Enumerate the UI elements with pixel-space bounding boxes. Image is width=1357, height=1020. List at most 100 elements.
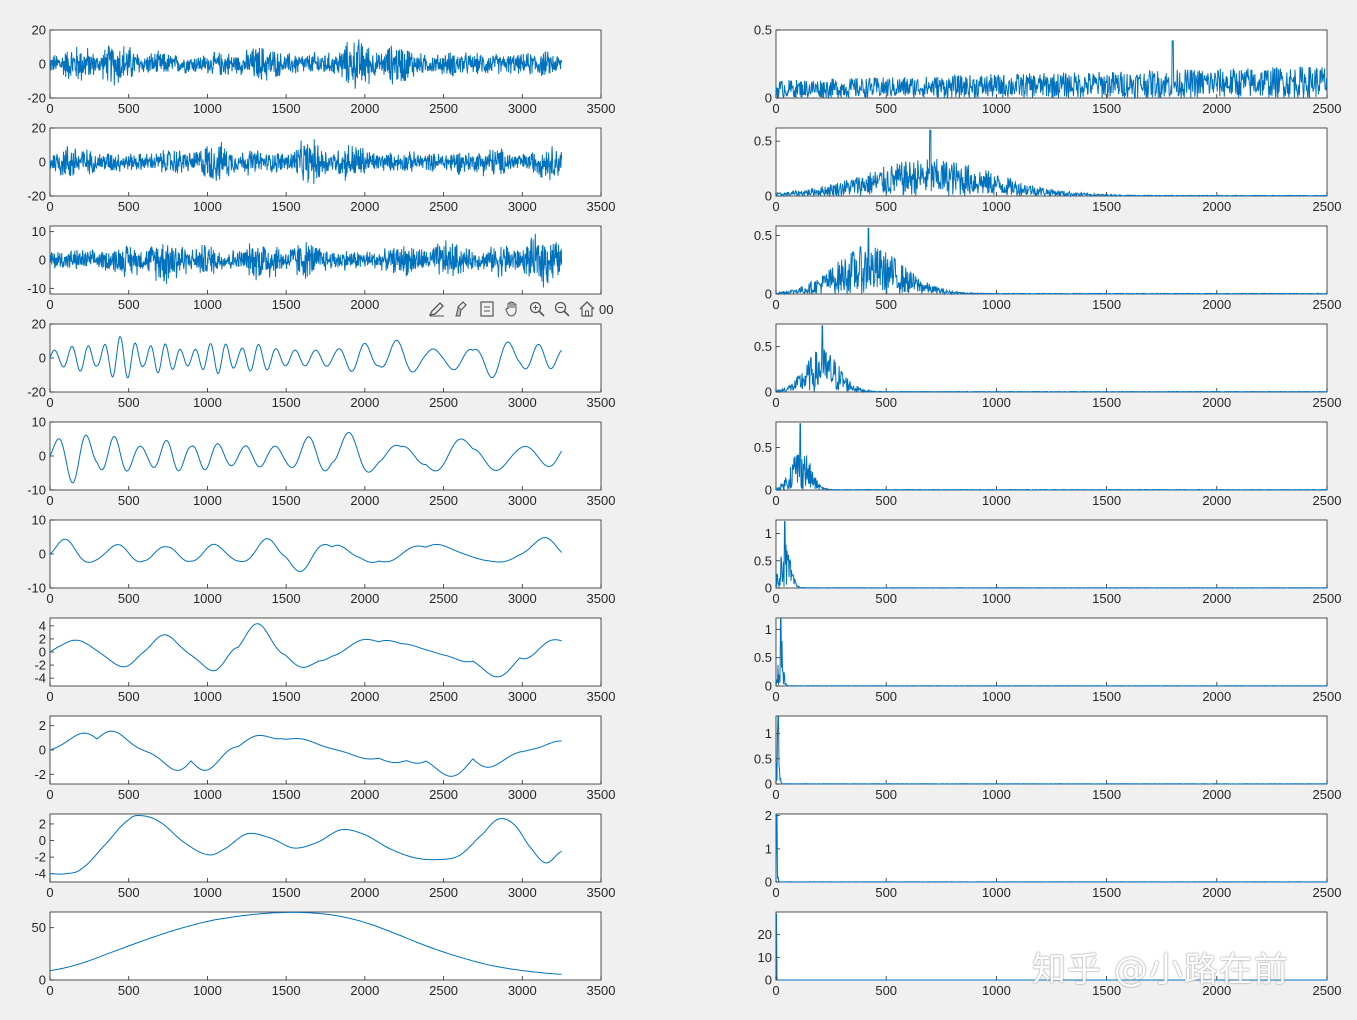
- pan-icon[interactable]: [501, 298, 523, 320]
- subplot-8: 0 500 1000 1500 2000 2500 3000 3500-202: [34, 715, 616, 802]
- x-tick-label: 2500: [429, 493, 458, 508]
- x-tick-label: 1000: [982, 591, 1011, 606]
- x-tick-label: 500: [118, 689, 140, 704]
- y-tick-label: 2: [39, 718, 46, 733]
- x-tick-label: 0: [772, 101, 779, 116]
- axes-toolbar: 00: [426, 298, 613, 320]
- x-tick-label: 3000: [508, 591, 537, 606]
- x-tick-label: 2500: [1313, 689, 1342, 704]
- y-tick-label: 4: [39, 618, 46, 633]
- x-tick-label: 1500: [272, 787, 301, 802]
- series-line: [49, 432, 563, 484]
- y-tick-label: -4: [34, 671, 46, 686]
- x-tick-label: 3500: [587, 101, 616, 116]
- x-tick-label: 3500: [587, 199, 616, 214]
- x-tick-label: 1500: [272, 199, 301, 214]
- x-tick-label: 2500: [1313, 297, 1342, 312]
- x-tick-label: 2000: [350, 983, 379, 998]
- x-tick-label: 2500: [429, 983, 458, 998]
- series-line: [775, 129, 1328, 198]
- x-tick-label: 500: [118, 297, 140, 312]
- y-tick-label: -2: [34, 850, 46, 865]
- y-tick-label: 0: [39, 833, 46, 848]
- x-tick-label: 1000: [982, 787, 1011, 802]
- watermark: 知乎 @小路在前: [1032, 950, 1289, 990]
- x-tick-label: 0: [46, 395, 53, 410]
- x-tick-label: 1500: [1092, 101, 1121, 116]
- x-tick-label: 2000: [1202, 493, 1231, 508]
- y-tick-label: 2: [765, 808, 772, 823]
- x-tick-label: 500: [875, 591, 897, 606]
- x-tick-label: 1000: [193, 885, 222, 900]
- x-tick-label: 2000: [1202, 199, 1231, 214]
- brush-icon[interactable]: [451, 298, 473, 320]
- y-tick-label: 10: [32, 415, 46, 430]
- subplot-16: 0 500 1000 1500 2000 2500 0 0.5 1: [754, 519, 1342, 606]
- x-tick-label: 0: [46, 689, 53, 704]
- x-tick-label: 500: [875, 297, 897, 312]
- x-tick-label: 2000: [1202, 297, 1231, 312]
- x-tick-label: 3500: [587, 395, 616, 410]
- y-tick-label: 0.5: [754, 751, 772, 766]
- y-tick-label: 20: [32, 23, 46, 38]
- x-tick-label: 2000: [1202, 885, 1231, 900]
- x-tick-label: 3000: [508, 689, 537, 704]
- legend-icon[interactable]: [476, 298, 498, 320]
- x-tick-label: 1500: [272, 689, 301, 704]
- series-line: [49, 336, 562, 379]
- y-tick-label: 1: [765, 841, 772, 856]
- x-tick-label: 2500: [1313, 591, 1342, 606]
- x-tick-label: 2000: [1202, 591, 1231, 606]
- series-line: [49, 537, 562, 572]
- x-tick-label: 500: [875, 689, 897, 704]
- y-tick-label: 0: [39, 973, 46, 988]
- y-tick-label: 20: [32, 317, 46, 332]
- series-line: [49, 623, 562, 678]
- x-tick-label: 1000: [193, 983, 222, 998]
- x-tick-label: 2500: [1313, 199, 1342, 214]
- x-tick-label: 2000: [350, 493, 379, 508]
- x-tick-label: 2000: [1202, 101, 1231, 116]
- x-tick-label: 1000: [982, 689, 1011, 704]
- home-icon[interactable]: [576, 298, 598, 320]
- x-tick-label: 0: [46, 199, 53, 214]
- x-tick-label: 1000: [193, 591, 222, 606]
- x-tick-label: 2500: [429, 101, 458, 116]
- x-tick-label: 1500: [1092, 493, 1121, 508]
- x-tick-label: 2000: [1202, 983, 1231, 998]
- x-tick-label: 0: [46, 885, 53, 900]
- zoom-in-icon[interactable]: [526, 298, 548, 320]
- zoom-out-icon[interactable]: [551, 298, 573, 320]
- y-tick-label: -10: [27, 281, 46, 296]
- y-tick-label: -2: [34, 658, 46, 673]
- x-tick-label: 2000: [350, 689, 379, 704]
- y-tick-label: 0: [765, 385, 772, 400]
- x-tick-label: 3500: [587, 787, 616, 802]
- y-tick-label: 0.5: [754, 553, 772, 568]
- x-tick-label: 500: [118, 885, 140, 900]
- y-tick-label: 0.5: [754, 440, 772, 455]
- subplot-15: 0 500 1000 1500 2000 2500 0 0.5: [754, 421, 1341, 508]
- x-tick-label: 2500: [1313, 983, 1342, 998]
- y-tick-label: -10: [27, 581, 46, 596]
- x-tick-label: 1000: [982, 493, 1011, 508]
- x-tick-label: 3500: [587, 983, 616, 998]
- y-tick-label: 0: [765, 777, 772, 792]
- y-tick-label: 1: [765, 526, 772, 541]
- x-tick-label: 3500: [587, 493, 616, 508]
- x-tick-label: 500: [875, 395, 897, 410]
- x-tick-label: 0: [772, 689, 779, 704]
- edit-icon[interactable]: [426, 298, 448, 320]
- y-tick-label: 0: [765, 679, 772, 694]
- y-tick-label: -20: [27, 91, 46, 106]
- y-tick-label: 2: [39, 631, 46, 646]
- y-tick-label: 0: [765, 483, 772, 498]
- x-tick-label: 0: [46, 787, 53, 802]
- axes-frame: [49, 519, 602, 589]
- x-tick-label: 0: [46, 591, 53, 606]
- series-line: [49, 39, 563, 89]
- x-tick-label: 3000: [508, 395, 537, 410]
